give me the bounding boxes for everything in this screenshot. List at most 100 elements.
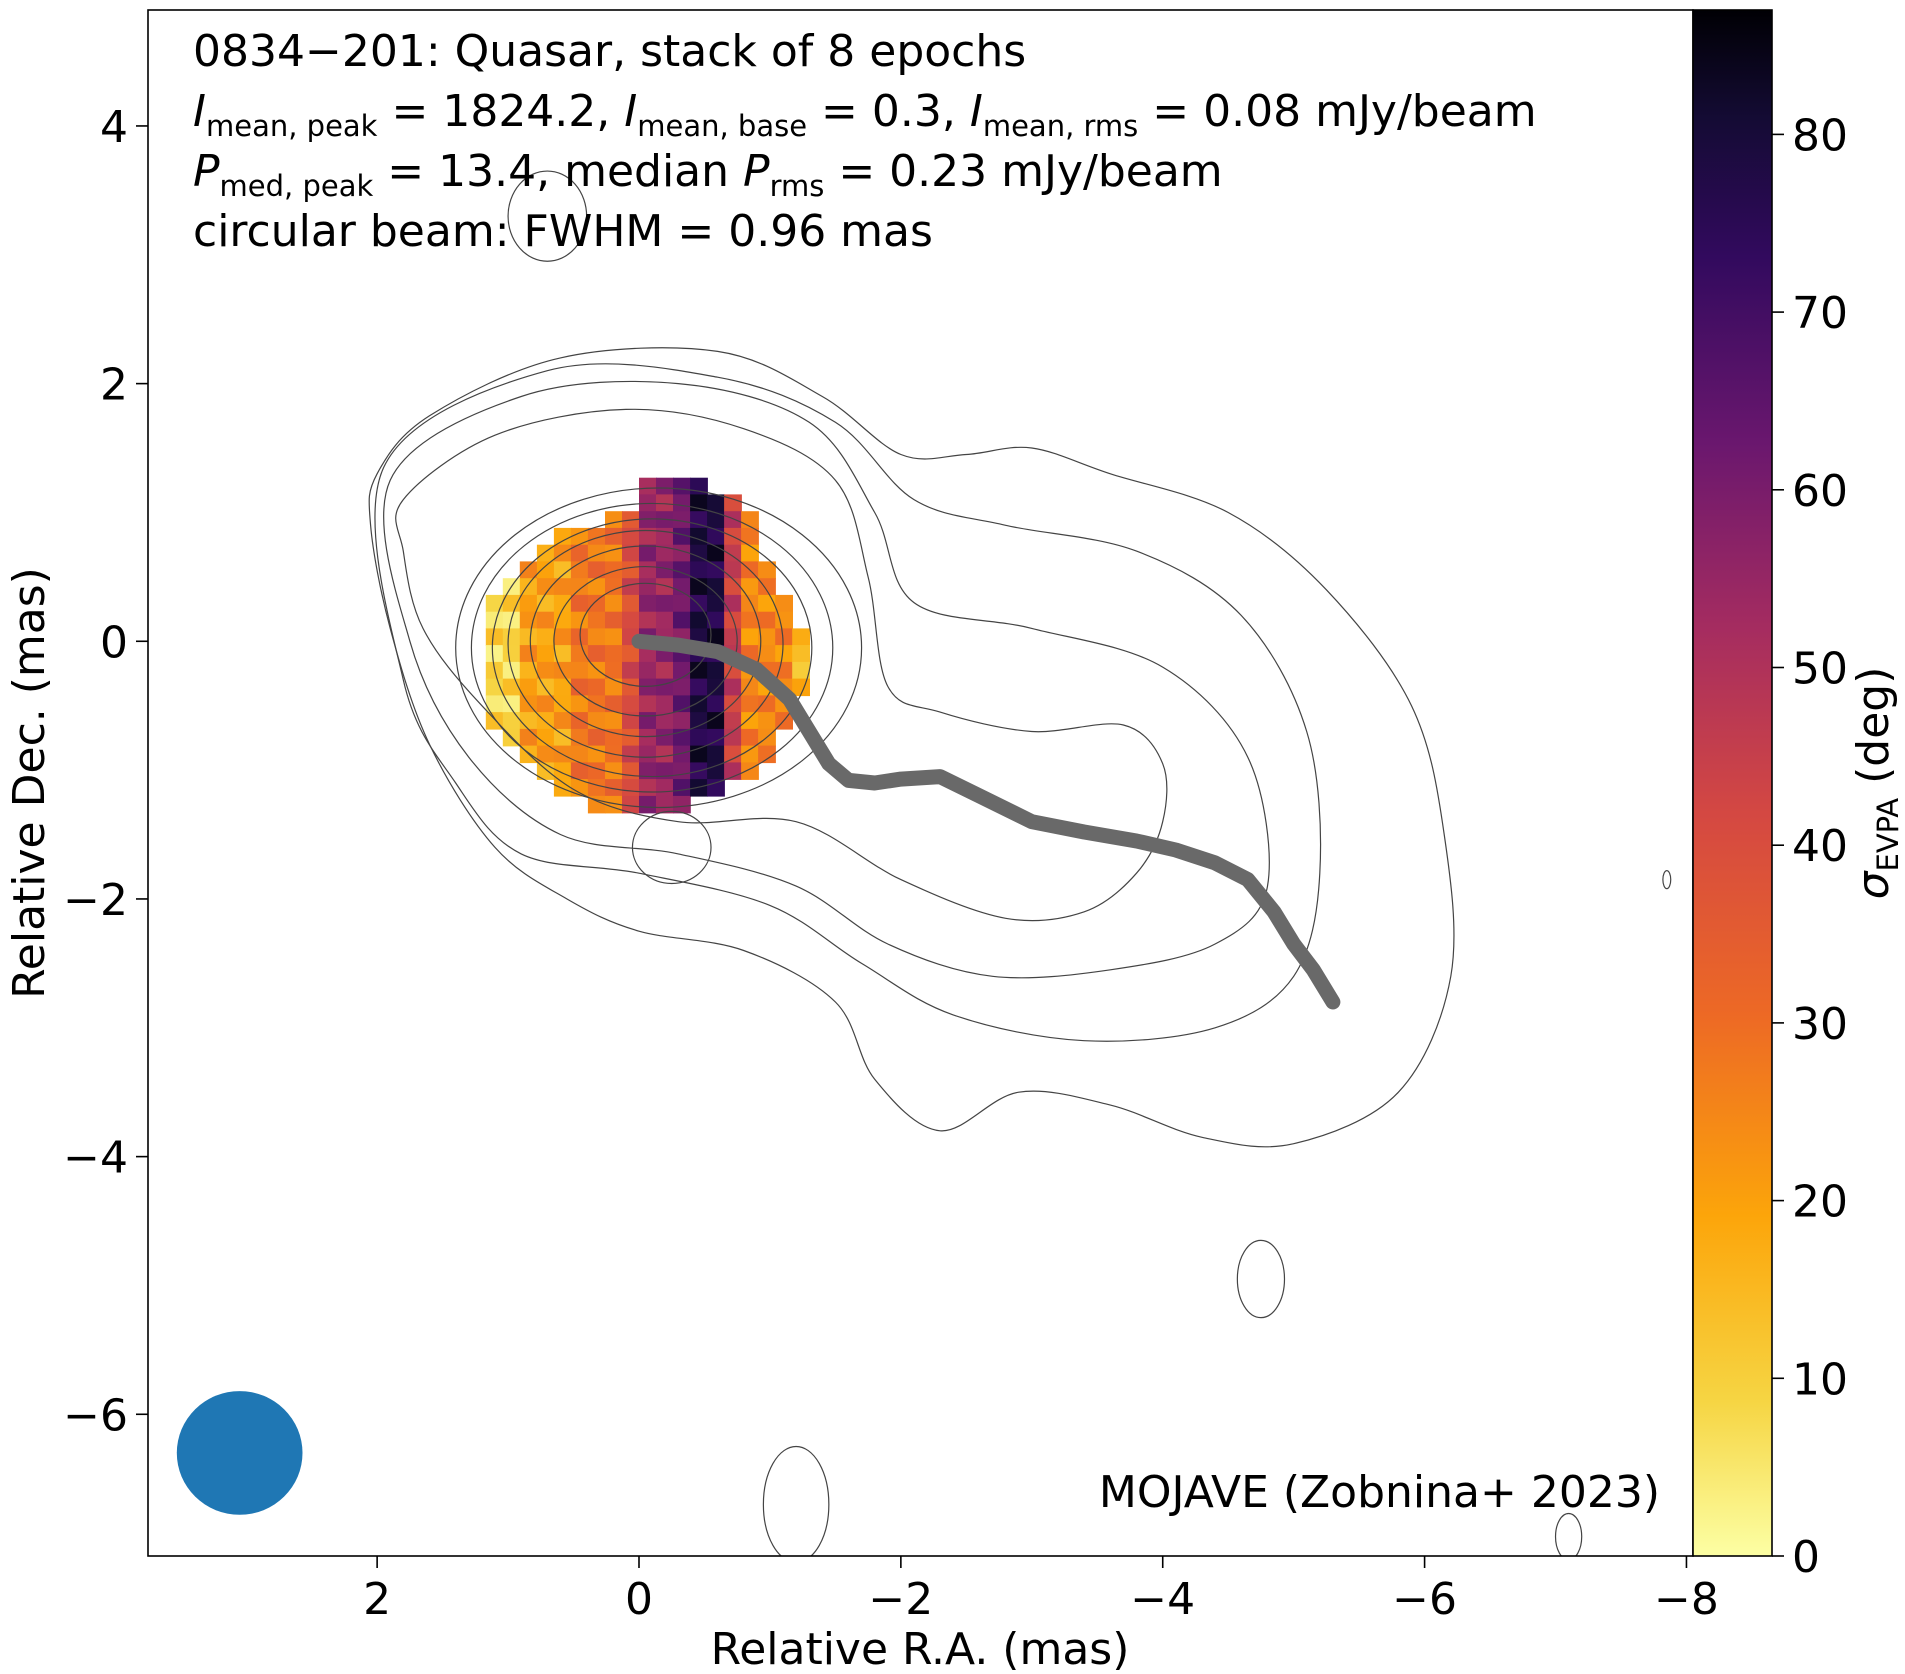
evpa-pixel: [570, 661, 589, 680]
evpa-pixel: [553, 561, 572, 579]
evpa-pixel: [656, 745, 674, 764]
evpa-pixel: [741, 695, 759, 713]
evpa-pixel: [707, 511, 725, 529]
evpa-pixel: [553, 628, 572, 646]
evpa-pixel: [656, 712, 674, 730]
evpa-pixel: [707, 561, 725, 579]
evpa-pixel: [587, 527, 606, 546]
annotation-polarization: Pmed, peak = 13.4, median Prms = 0.23 mJ…: [193, 146, 1223, 203]
evpa-pixel: [639, 611, 657, 630]
evpa-pixel: [570, 695, 589, 713]
evpa-pixel: [673, 762, 691, 780]
evpa-pixel: [724, 544, 742, 563]
intensity-contours: [368, 170, 1672, 1556]
evpa-pixel: [570, 544, 589, 563]
evpa-pixel: [605, 611, 623, 630]
evpa-pixel: [622, 578, 640, 596]
contour-line: [383, 380, 1270, 979]
evpa-pixel: [656, 795, 674, 814]
evpa-pixel: [656, 728, 674, 747]
evpa-pixel: [587, 661, 606, 680]
evpa-pixel: [724, 728, 742, 747]
evpa-pixel: [622, 561, 640, 579]
evpa-pixel: [502, 594, 521, 613]
evpa-pixel: [570, 611, 589, 630]
evpa-pixel: [741, 712, 759, 730]
evpa-pixel: [536, 745, 555, 764]
evpa-pixel: [502, 695, 521, 713]
evpa-pixel: [553, 645, 572, 663]
contour-line: [374, 363, 1322, 1042]
y-tick-label: 2: [100, 360, 128, 411]
evpa-pixel: [536, 728, 555, 747]
evpa-pixel: [741, 544, 759, 563]
evpa-pixel: [639, 561, 657, 579]
evpa-pixel: [690, 594, 708, 613]
evpa-pixel: [587, 712, 606, 730]
colorbar-tick-label: 40: [1792, 821, 1848, 872]
evpa-pixel: [519, 628, 538, 646]
evpa-pixel: [741, 527, 759, 546]
annotation-intensity: Imean, peak = 1824.2, Imean, base = 0.3,…: [193, 86, 1537, 143]
evpa-pixel: [485, 594, 504, 613]
evpa-pixel: [690, 511, 708, 529]
colorbar: [1692, 9, 1773, 1557]
evpa-pixel: [622, 645, 640, 663]
evpa-pixel: [690, 544, 708, 563]
evpa-pixel: [707, 712, 725, 730]
evpa-pixel: [673, 678, 691, 697]
evpa-pixel: [519, 728, 538, 747]
evpa-pixel: [639, 544, 657, 563]
evpa-pixel: [519, 661, 538, 680]
evpa-pixel: [570, 762, 589, 780]
evpa-pixel: [724, 628, 742, 646]
evpa-pixel: [792, 645, 810, 663]
evpa-pixel: [656, 695, 674, 713]
evpa-pixel: [690, 661, 708, 680]
contour-line: [395, 408, 1168, 922]
colorbar-tick-label: 50: [1792, 643, 1848, 694]
evpa-pixel: [587, 762, 606, 780]
evpa-pixel: [656, 477, 674, 496]
evpa-pixel: [639, 745, 657, 764]
evpa-pixel: [724, 494, 742, 512]
evpa-pixel: [570, 561, 589, 579]
evpa-pixel: [587, 728, 606, 747]
evpa-pixel: [673, 544, 691, 563]
evpa-pixel: [639, 779, 657, 797]
evpa-pixel: [639, 762, 657, 780]
evpa-pixel: [570, 578, 589, 596]
colorbar-tick-label: 20: [1792, 1177, 1848, 1228]
evpa-pixel: [639, 578, 657, 596]
evpa-pixel: [622, 712, 640, 730]
evpa-pixel: [673, 511, 691, 529]
evpa-pixel: [502, 712, 521, 730]
contour-line: [1662, 870, 1672, 890]
evpa-pixel: [656, 611, 674, 630]
evpa-pixel: [656, 511, 674, 529]
x-tick-label: 2: [363, 1574, 391, 1625]
evpa-uncertainty-map: [485, 477, 810, 814]
evpa-pixel: [673, 779, 691, 797]
evpa-pixel: [690, 578, 708, 596]
evpa-pixel: [553, 578, 572, 596]
evpa-pixel: [553, 611, 572, 630]
evpa-pixel: [707, 544, 725, 563]
evpa-pixel: [758, 745, 776, 764]
evpa-pixel: [587, 544, 606, 563]
evpa-pixel: [724, 594, 742, 613]
evpa-pixel: [519, 645, 538, 663]
evpa-pixel: [605, 544, 623, 563]
evpa-pixel: [758, 561, 776, 579]
evpa-pixel: [536, 695, 555, 713]
colorbar-ticks: 0 10 20 30 40 50 60 70 80: [1772, 110, 1848, 1583]
evpa-pixel: [775, 594, 793, 613]
evpa-pixel: [639, 678, 657, 697]
evpa-pixel: [485, 645, 504, 663]
evpa-pixel: [485, 628, 504, 646]
evpa-pixel: [605, 594, 623, 613]
evpa-pixel: [673, 477, 691, 496]
evpa-pixel: [758, 611, 776, 630]
evpa-pixel: [639, 594, 657, 613]
